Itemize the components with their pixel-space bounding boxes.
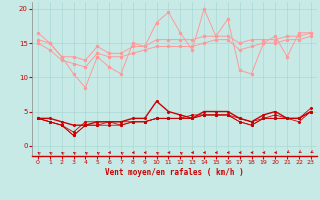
X-axis label: Vent moyen/en rafales ( km/h ): Vent moyen/en rafales ( km/h )	[105, 168, 244, 177]
